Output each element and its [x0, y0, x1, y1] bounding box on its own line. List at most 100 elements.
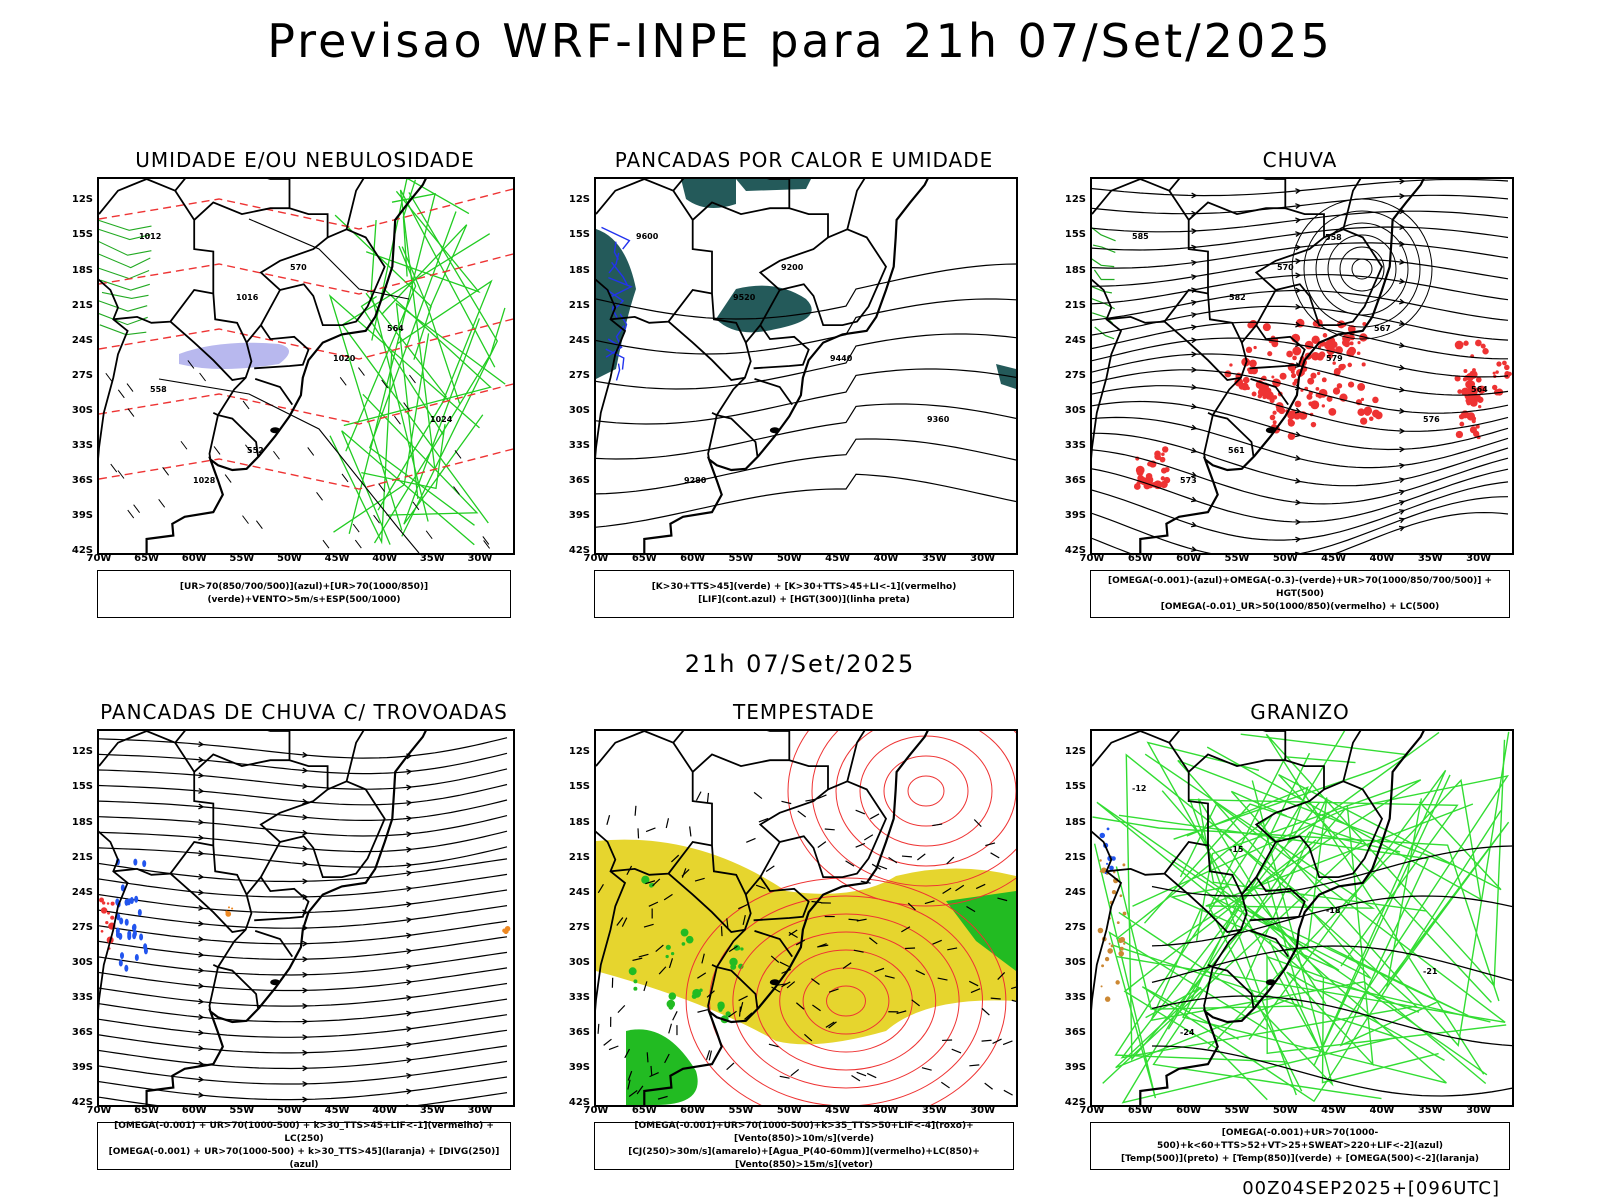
- wind-vector: [932, 939, 942, 945]
- precip-area: [1159, 456, 1166, 463]
- map-canvas: [596, 731, 1016, 1105]
- temp850-contour: [1286, 804, 1445, 1067]
- wind-area: [665, 944, 671, 950]
- precip-area: [1246, 386, 1250, 391]
- precip-area: [1292, 355, 1297, 361]
- temp850-contour: [1186, 731, 1440, 846]
- wind-vector: [812, 1004, 821, 1012]
- precip-area: [1361, 362, 1366, 367]
- border-line: [1342, 179, 1362, 230]
- border-line: [245, 731, 329, 896]
- flow-arrowhead: [302, 1049, 309, 1056]
- lat-tick-label: 30S: [568, 404, 590, 416]
- divergence-mark: [119, 917, 124, 925]
- lon-tick-label: 35W: [1417, 553, 1443, 564]
- wind-vector: [603, 1038, 612, 1046]
- temp850-contour: [1266, 955, 1507, 1055]
- border-line: [1203, 411, 1214, 460]
- lat-tick-label: 15S: [71, 781, 93, 793]
- border-line: [707, 963, 718, 1012]
- wind-vector: [213, 446, 221, 455]
- wind-vector: [648, 901, 659, 907]
- flow-arrowhead: [198, 741, 205, 748]
- precip-area: [1291, 373, 1297, 379]
- omega-area: [1110, 944, 1114, 948]
- cyclone-contour: [1291, 198, 1433, 340]
- wind-vector: [1002, 1040, 1013, 1046]
- wind-vector: [627, 1079, 631, 1090]
- thickness-contour: [99, 253, 513, 295]
- flow-arrowhead: [1191, 403, 1198, 410]
- wind-vector: [811, 978, 820, 985]
- lat-tick-label: 18S: [71, 816, 93, 828]
- wind-vector: [697, 1009, 708, 1013]
- wind-vector: [855, 842, 866, 848]
- border-line: [1249, 876, 1306, 922]
- flow-arrowhead: [1399, 298, 1406, 305]
- precip-area: [1315, 393, 1320, 398]
- flow-arrowhead: [1190, 546, 1198, 553]
- streamline: [99, 799, 508, 821]
- flow-arrowhead: [406, 800, 413, 806]
- temp500-contour: [1151, 1045, 1512, 1097]
- wind-area: [670, 951, 675, 956]
- lat-tick-label: 36S: [71, 474, 93, 486]
- flow-arrowhead: [1295, 536, 1302, 543]
- omega-area: [1104, 956, 1110, 962]
- precip-area: [1327, 353, 1333, 359]
- border-line: [254, 378, 294, 406]
- hail-area: [1109, 865, 1114, 871]
- wind-vector: [970, 988, 981, 994]
- humidity-green-contour: [369, 211, 475, 526]
- precip-area: [1287, 432, 1296, 440]
- pw-contour: [859, 735, 993, 847]
- wind-vector: [911, 999, 920, 1007]
- wind-vector: [984, 1082, 993, 1090]
- temp850-contour: [1144, 753, 1474, 909]
- dot: [138, 257, 140, 259]
- wind-vector: [664, 1053, 670, 1064]
- legend-line: [K>30+TTS>45](verde) + [K>30+TTS>45+LI<-…: [651, 582, 957, 592]
- divergence-mark: [116, 913, 121, 921]
- flow-arrowhead: [1295, 217, 1302, 224]
- lon-tick-label: 50W: [776, 1105, 802, 1116]
- divergence-mark: [127, 933, 132, 941]
- lat-tick-label: 12S: [568, 746, 590, 758]
- divergence-mark: [133, 858, 138, 866]
- wind-vector: [758, 817, 769, 823]
- streamline: [99, 783, 508, 806]
- humidity-green-contour: [365, 190, 481, 294]
- lat-tick-label: 42S: [1064, 545, 1086, 556]
- dot: [137, 254, 142, 259]
- wind-vector: [932, 823, 943, 827]
- flow-arrowhead: [1295, 272, 1302, 279]
- wind-area: [665, 954, 669, 959]
- wind-vector: [937, 977, 948, 981]
- temp850-contour: [1114, 813, 1288, 1063]
- pw-contour: [883, 755, 969, 827]
- flow-arrowhead: [1295, 303, 1302, 310]
- border-line: [1106, 289, 1209, 324]
- legend-line: [CJ(250)>30m/s](amarelo)+[Agua_P(40-60mm…: [628, 1147, 980, 1170]
- border-line: [1250, 930, 1289, 958]
- precip-area: [1245, 346, 1253, 354]
- streamline: [1092, 511, 1509, 553]
- cyclone-contour: [1351, 258, 1373, 280]
- streamline: [99, 873, 508, 898]
- humidity-green-contour: [99, 241, 152, 256]
- precip-area: [1457, 389, 1462, 394]
- wind-vector: [866, 1072, 877, 1079]
- wind-vector: [606, 815, 611, 825]
- map-canvas: -12 -15 -18 -21 -24: [1092, 731, 1512, 1105]
- wind-vector: [358, 367, 365, 376]
- flow-arrowhead: [406, 1010, 413, 1017]
- humidity-green-contour: [403, 318, 484, 525]
- streamline: [99, 846, 508, 868]
- border-line: [254, 876, 310, 922]
- flow-arrowhead: [302, 767, 309, 774]
- map-canvas: 1012 1016 1020 1024 1028 570 564 558 552: [99, 179, 513, 553]
- lon-tick-label: 65W: [1127, 553, 1153, 564]
- wind-vector: [663, 893, 673, 901]
- coastline-east: [145, 731, 427, 1105]
- wind-vector: [726, 1062, 735, 1071]
